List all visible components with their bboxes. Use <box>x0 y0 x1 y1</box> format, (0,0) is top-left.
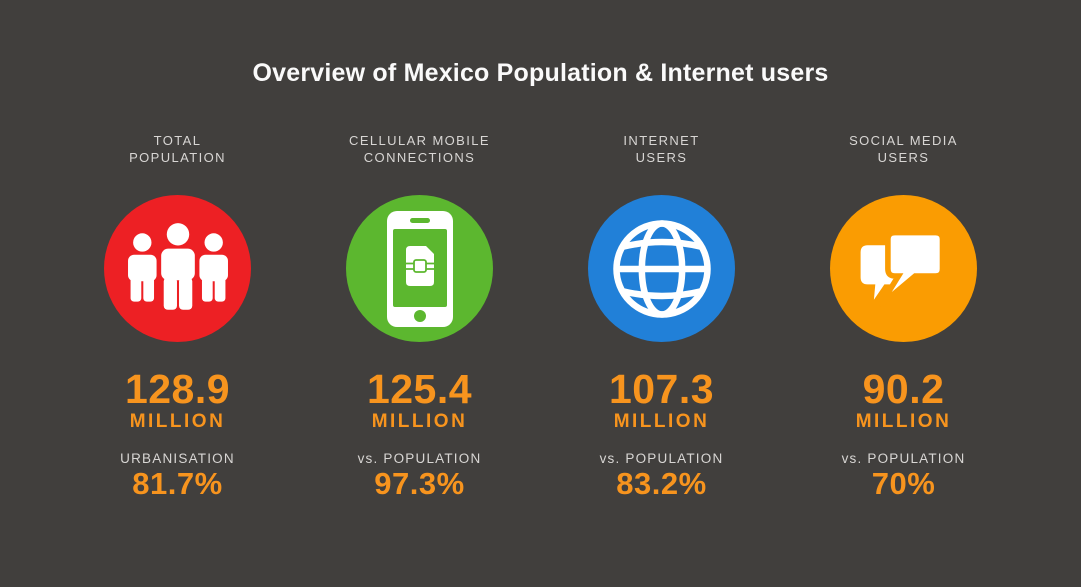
category-label: INTERNET USERS <box>623 132 699 166</box>
stat-value: 125.4 <box>366 366 473 412</box>
category-label: SOCIAL MEDIA USERS <box>849 132 958 166</box>
category-line1: CELLULAR MOBILE <box>349 133 490 148</box>
category-line2: POPULATION <box>129 150 226 165</box>
stat-unit: MILLION <box>855 411 952 432</box>
globe-icon <box>612 219 711 318</box>
category-line1: TOTAL <box>153 133 202 148</box>
stat-circle-red <box>104 195 251 342</box>
stat-circle-blue <box>588 195 735 342</box>
metric-value: 81.7% <box>132 466 223 501</box>
category-line1: SOCIAL MEDIA <box>849 133 958 148</box>
metric-value: 97.3% <box>374 466 465 501</box>
stat-circle-green <box>346 195 493 342</box>
card-social-media-users: SOCIAL MEDIA USERS 90.2 MILLION vs. POPU… <box>783 132 1025 501</box>
category-label: CELLULAR MOBILE CONNECTIONS <box>349 132 490 166</box>
category-line2: USERS <box>635 150 688 165</box>
stat-unit: MILLION <box>129 411 226 432</box>
category-line2: USERS <box>877 150 930 165</box>
card-internet-users: INTERNET USERS 107.3 MILLION vs. POPULAT… <box>541 132 783 501</box>
category-line2: CONNECTIONS <box>363 150 476 165</box>
metric-label: vs. POPULATION <box>357 451 482 466</box>
metric-label: vs. POPULATION <box>841 451 966 466</box>
card-total-population: TOTAL POPULATION <box>57 132 299 501</box>
stat-value: 107.3 <box>608 366 715 412</box>
stat-value: 90.2 <box>862 366 945 412</box>
stat-value: 128.9 <box>124 366 231 412</box>
stat-cards-row: TOTAL POPULATION <box>0 132 1081 501</box>
metric-label: vs. POPULATION <box>599 451 724 466</box>
stat-unit: MILLION <box>613 411 710 432</box>
card-cellular-mobile-connections: CELLULAR MOBILE CONNECTIONS 125.4 <box>299 132 541 501</box>
page-title: Overview of Mexico Population & Internet… <box>252 59 829 87</box>
stat-circle-orange <box>830 195 977 342</box>
metric-label: URBANISATION <box>120 451 235 466</box>
metric-value: 70% <box>871 466 936 501</box>
category-label: TOTAL POPULATION <box>129 132 226 166</box>
metric-value: 83.2% <box>616 466 707 501</box>
chat-bubbles-icon <box>860 229 945 308</box>
stat-unit: MILLION <box>371 411 468 432</box>
category-line1: INTERNET <box>623 133 700 148</box>
people-icon <box>127 222 228 310</box>
mobile-phone-icon <box>386 210 453 327</box>
